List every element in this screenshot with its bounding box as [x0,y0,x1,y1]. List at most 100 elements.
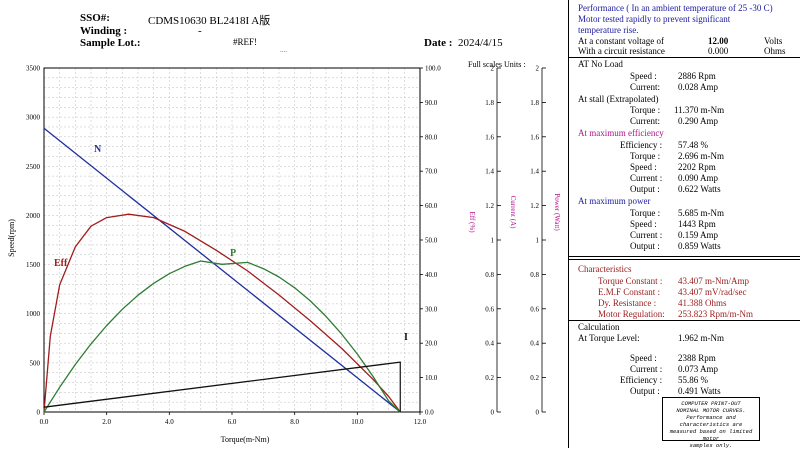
power-curve [43,260,401,413]
y-tick-label: 2500 [26,163,41,171]
nl-current-label: Current: [630,82,660,92]
note-line: Performance and characteristics are [679,414,743,428]
full-scales-label: Full scales Units : [468,60,526,69]
chart-axes [43,67,543,413]
eff-tick-label: 50.0 [425,237,438,245]
current-tick-label: 1.8 [485,99,494,107]
c-output-value: 0.491 Watts [678,386,721,396]
power-tick-label: 0.8 [530,271,539,279]
chart-grid [43,67,421,413]
current-tick-label: 1.2 [485,202,494,210]
series-label-n: N [94,144,102,155]
eff-tick-label: 60.0 [425,202,438,210]
mp-speed-value: 1443 Rpm [678,219,716,229]
current-tick-label: 1.4 [485,168,494,176]
y-tick-label: 3500 [26,65,41,73]
nl-speed-label: Speed : [630,71,657,81]
resist-value: 0.000 [708,46,729,56]
date-label: Date : [424,37,453,49]
x-tick-label: 12.0 [414,418,427,426]
power-tick-label: 1.8 [530,99,539,107]
x-tick-label: 4.0 [165,418,174,426]
emf-label: E.M.F Constant : [598,287,661,297]
eff-tick-label: 0.0 [425,409,434,417]
x-tick-label: 10.0 [351,418,364,426]
eff-tick-label: 70.0 [425,168,438,176]
x-tick-label: 2.0 [102,418,111,426]
voltage-value: 12.00 [708,36,729,46]
current-tick-label: 0.6 [485,305,494,313]
dyr-value: 41.388 Ohms [678,298,727,308]
eff-tick-label: 20.0 [425,340,438,348]
y-tick-label: 3000 [26,114,41,122]
winding-value: - [198,25,202,37]
nl-speed-value: 2886 Rpm [678,71,716,81]
c-eff-label: Efficiency : [620,375,663,385]
c-output-label: Output : [630,386,660,396]
torque-level-label: At Torque Level: [578,333,640,343]
me-current-value: 0.090 Amp [678,173,719,183]
y-tick-label: 1000 [26,310,41,318]
mp-torque-label: Torque : [630,208,661,218]
chart-series [43,127,401,413]
st-torque-label: Torque : [630,105,661,115]
me-torque-label: Torque : [630,151,661,161]
x-tick-label: 8.0 [290,418,299,426]
sample-lot-value: #REF! [233,37,258,47]
c-speed-value: 2388 Rpm [678,353,716,363]
sso-label: SSO#: [80,12,110,24]
eff-tick-label: 100.0 [425,65,441,73]
stall-title: At stall (Extrapolated) [578,94,659,104]
x-tick-label: 0.0 [40,418,49,426]
no-load-title: AT No Load [578,59,623,69]
calc-title: Calculation [578,322,620,332]
divider [568,57,800,58]
y-tick-label: 1500 [26,261,41,269]
nl-current-value: 0.028 Amp [678,82,719,92]
speed-curve [43,127,401,413]
power-tick-label: 1.6 [530,133,539,141]
torque-level-value: 1.962 m-Nm [678,333,724,343]
note-line: COMPUTER PRINT-OUT [681,400,741,407]
eff-tick-label: 90.0 [425,99,438,107]
sso-value: CDMS10630 BL2418I A版 [148,15,271,27]
eff-axis-label: Eff (%) [468,211,476,233]
st-current-value: 0.290 Amp [678,116,719,126]
motor-performance-chart: 0.0 2.0 4.0 6.0 8.0 10.0 12.005001000150020002… [7,60,561,444]
current-tick-label: 0.4 [485,340,494,348]
me-output-label: Output : [630,184,660,194]
y-tick-label: 500 [30,359,41,367]
c-current-value: 0.073 Amp [678,364,719,374]
perf-note-2: temperature rise. [578,25,639,35]
perf-note-1: Motor tested rapidly to prevent signific… [578,14,731,24]
me-eff-label: Efficiency : [620,140,663,150]
mr-value: 253.823 Rpm/m-Nm [678,309,754,319]
power-tick-label: 1.4 [530,168,539,176]
tc-label: Torque Constant : [598,276,663,286]
eff-tick-label: 80.0 [425,133,438,141]
chart-ticks: 0.0 2.0 4.0 6.0 8.0 10.0 12.005001000150020002… [26,65,546,426]
x-tick-label: 6.0 [228,418,237,426]
power-tick-label: 0.6 [530,305,539,313]
eff-tick-label: 30.0 [425,305,438,313]
emf-value: 43.407 mV/rad/sec [678,287,747,297]
current-tick-label: 0.8 [485,271,494,279]
mp-output-label: Output : [630,241,660,251]
mp-current-label: Current : [630,230,663,240]
power-tick-label: 0.2 [530,374,539,382]
st-current-label: Current: [630,116,660,126]
series-label-p: P [230,248,236,259]
power-tick-label: 1 [536,237,540,245]
y-axis-label: Speed(rpm) [7,219,16,257]
divider [568,320,800,321]
current-tick-label: 1 [491,237,495,245]
y-tick-label: 0 [37,409,41,417]
resist-label: With a circuit resistance [578,46,665,56]
tc-value: 43.407 m-Nm/Amp [678,276,749,286]
char-title: Characteristics [578,264,632,274]
me-eff-value: 57.48 % [678,140,708,150]
me-current-label: Current : [630,173,663,183]
voltage-unit: Volts [764,36,783,46]
divider [568,256,800,257]
performance-panel: Performance ( In an ambient temperature … [568,0,800,449]
